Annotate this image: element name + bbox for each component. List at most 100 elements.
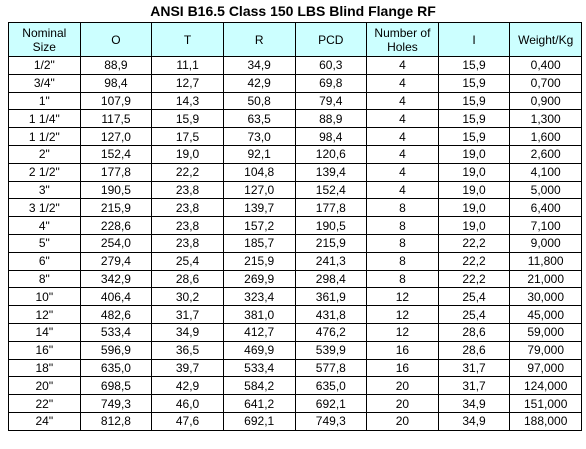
table-cell: 4 — [366, 109, 439, 129]
table-cell: 12 — [366, 322, 439, 342]
table-cell: 39,7 — [151, 358, 224, 378]
table-cell: 88,9 — [79, 56, 153, 75]
table-cell: 4 — [366, 144, 439, 164]
table-cell: 24" — [8, 411, 81, 431]
header-cell: Number of Holes — [366, 22, 439, 57]
table-cell: 635,0 — [294, 376, 368, 396]
table-cell: 157,2 — [222, 216, 296, 235]
table-cell: 45,000 — [509, 305, 582, 324]
table-cell: 17,5 — [151, 127, 224, 146]
table-cell: 16 — [366, 340, 439, 360]
table-row: 1 1/2" 127,0 17,5 73,0 98,4 4 15,9 1,600 — [8, 127, 582, 146]
table-cell: 4 — [366, 162, 439, 182]
table-cell: 323,4 — [222, 287, 296, 307]
table-cell: 139,7 — [222, 198, 296, 218]
table-cell: 117,5 — [79, 109, 153, 129]
table-cell: 47,6 — [151, 411, 224, 431]
table-cell: 4 — [366, 73, 439, 93]
table-cell: 177,8 — [79, 162, 153, 182]
table-row: 8" 342,9 28,6 269,9 298,4 8 22,2 21,000 — [8, 269, 582, 289]
table-row: 5" 254,0 23,8 185,7 215,9 8 22,2 9,000 — [8, 233, 582, 253]
table-cell: 69,8 — [294, 73, 368, 93]
table-cell: 8 — [366, 216, 439, 235]
table-cell: 19,0 — [437, 198, 511, 218]
table-cell: 25,4 — [437, 305, 511, 324]
table-cell: 22,2 — [151, 162, 224, 182]
table-cell: 23,8 — [151, 216, 224, 235]
table-cell: 97,000 — [509, 358, 582, 378]
table-title: ANSI B16.5 Class 150 LBS Blind Flange RF — [150, 3, 436, 19]
table-cell: 533,4 — [79, 322, 153, 342]
table-cell: 1 1/2" — [8, 127, 81, 146]
table-cell: 361,9 — [294, 287, 368, 307]
table-cell: 152,4 — [79, 144, 153, 164]
table-cell: 4 — [366, 56, 439, 75]
table-cell: 23,8 — [151, 233, 224, 253]
table-cell: 190,5 — [79, 180, 153, 200]
table-cell: 31,7 — [151, 305, 224, 324]
table-cell: 0,400 — [509, 56, 582, 75]
table-header: Nominal Size O T R PCD Number of Holes I Weight… — [8, 22, 582, 57]
table-cell: 21,000 — [509, 269, 582, 289]
table-cell: 342,9 — [79, 269, 153, 289]
table-cell: 98,4 — [294, 127, 368, 146]
table-cell: 98,4 — [79, 73, 153, 93]
table-cell: 5,000 — [509, 180, 582, 200]
table-cell: 4" — [8, 216, 81, 235]
table-cell: 31,7 — [437, 376, 511, 396]
table-cell: 1/2" — [8, 56, 81, 75]
header-cell: R — [222, 22, 296, 57]
table-cell: 25,4 — [151, 251, 224, 271]
table-cell: 1,600 — [509, 127, 582, 146]
table-row: 20" 698,5 42,9 584,2 635,0 20 31,7 124,000 — [8, 376, 582, 396]
table-cell: 31,7 — [437, 358, 511, 378]
flange-table: Nominal Size O T R PCD Number of Holes I Weight… — [8, 22, 582, 431]
table-cell: 596,9 — [79, 340, 153, 360]
table-row: 3 1/2" 215,9 23,8 139,7 177,8 8 19,0 6,400 — [8, 198, 582, 218]
header-cell: T — [151, 22, 224, 57]
header-cell: O — [79, 22, 153, 57]
table-cell: 11,800 — [509, 251, 582, 271]
header-cell: Weight/Kg — [509, 22, 582, 57]
table-cell: 30,2 — [151, 287, 224, 307]
table-row: 1 1/4" 117,5 15,9 63,5 88,9 4 15,9 1,300 — [8, 109, 582, 129]
table-row: 12" 482,6 31,7 381,0 431,8 12 25,4 45,000 — [8, 305, 582, 324]
table-cell: 12 — [366, 305, 439, 324]
table-cell: 10" — [8, 287, 81, 307]
table-cell: 22" — [8, 394, 81, 413]
table-cell: 63,5 — [222, 109, 296, 129]
table-row: 3/4" 98,4 12,7 42,9 69,8 4 15,9 0,700 — [8, 73, 582, 93]
table-cell: 177,8 — [294, 198, 368, 218]
table-row: 14" 533,4 34,9 412,7 476,2 12 28,6 59,000 — [8, 322, 582, 342]
table-cell: 19,0 — [437, 180, 511, 200]
table-cell: 20 — [366, 394, 439, 413]
table-cell: 139,4 — [294, 162, 368, 182]
table-row: 10" 406,4 30,2 323,4 361,9 12 25,4 30,000 — [8, 287, 582, 307]
table-cell: 34,9 — [437, 394, 511, 413]
table-cell: 0,700 — [509, 73, 582, 93]
table-cell: 4 — [366, 127, 439, 146]
table-cell: 14,3 — [151, 91, 224, 111]
table-cell: 7,100 — [509, 216, 582, 235]
table-cell: 34,9 — [151, 322, 224, 342]
table-cell: 30,000 — [509, 287, 582, 307]
table-row: 6" 279,4 25,4 215,9 241,3 8 22,2 11,800 — [8, 251, 582, 271]
table-cell: 12,7 — [151, 73, 224, 93]
table-cell: 20 — [366, 411, 439, 431]
table-row: 1/2" 88,9 11,1 34,9 60,3 4 15,9 0,400 — [8, 56, 582, 75]
table-cell: 412,7 — [222, 322, 296, 342]
table-cell: 46,0 — [151, 394, 224, 413]
table-cell: 15,9 — [437, 73, 511, 93]
table-cell: 4,100 — [509, 162, 582, 182]
table-cell: 2 1/2" — [8, 162, 81, 182]
table-cell: 4 — [366, 91, 439, 111]
table-cell: 279,4 — [79, 251, 153, 271]
table-cell: 23,8 — [151, 180, 224, 200]
table-cell: 15,9 — [437, 91, 511, 111]
table-cell: 28,6 — [437, 340, 511, 360]
table-cell: 6" — [8, 251, 81, 271]
table-cell: 749,3 — [79, 394, 153, 413]
table-cell: 16" — [8, 340, 81, 360]
table-cell: 2,600 — [509, 144, 582, 164]
table-cell: 1" — [8, 91, 81, 111]
